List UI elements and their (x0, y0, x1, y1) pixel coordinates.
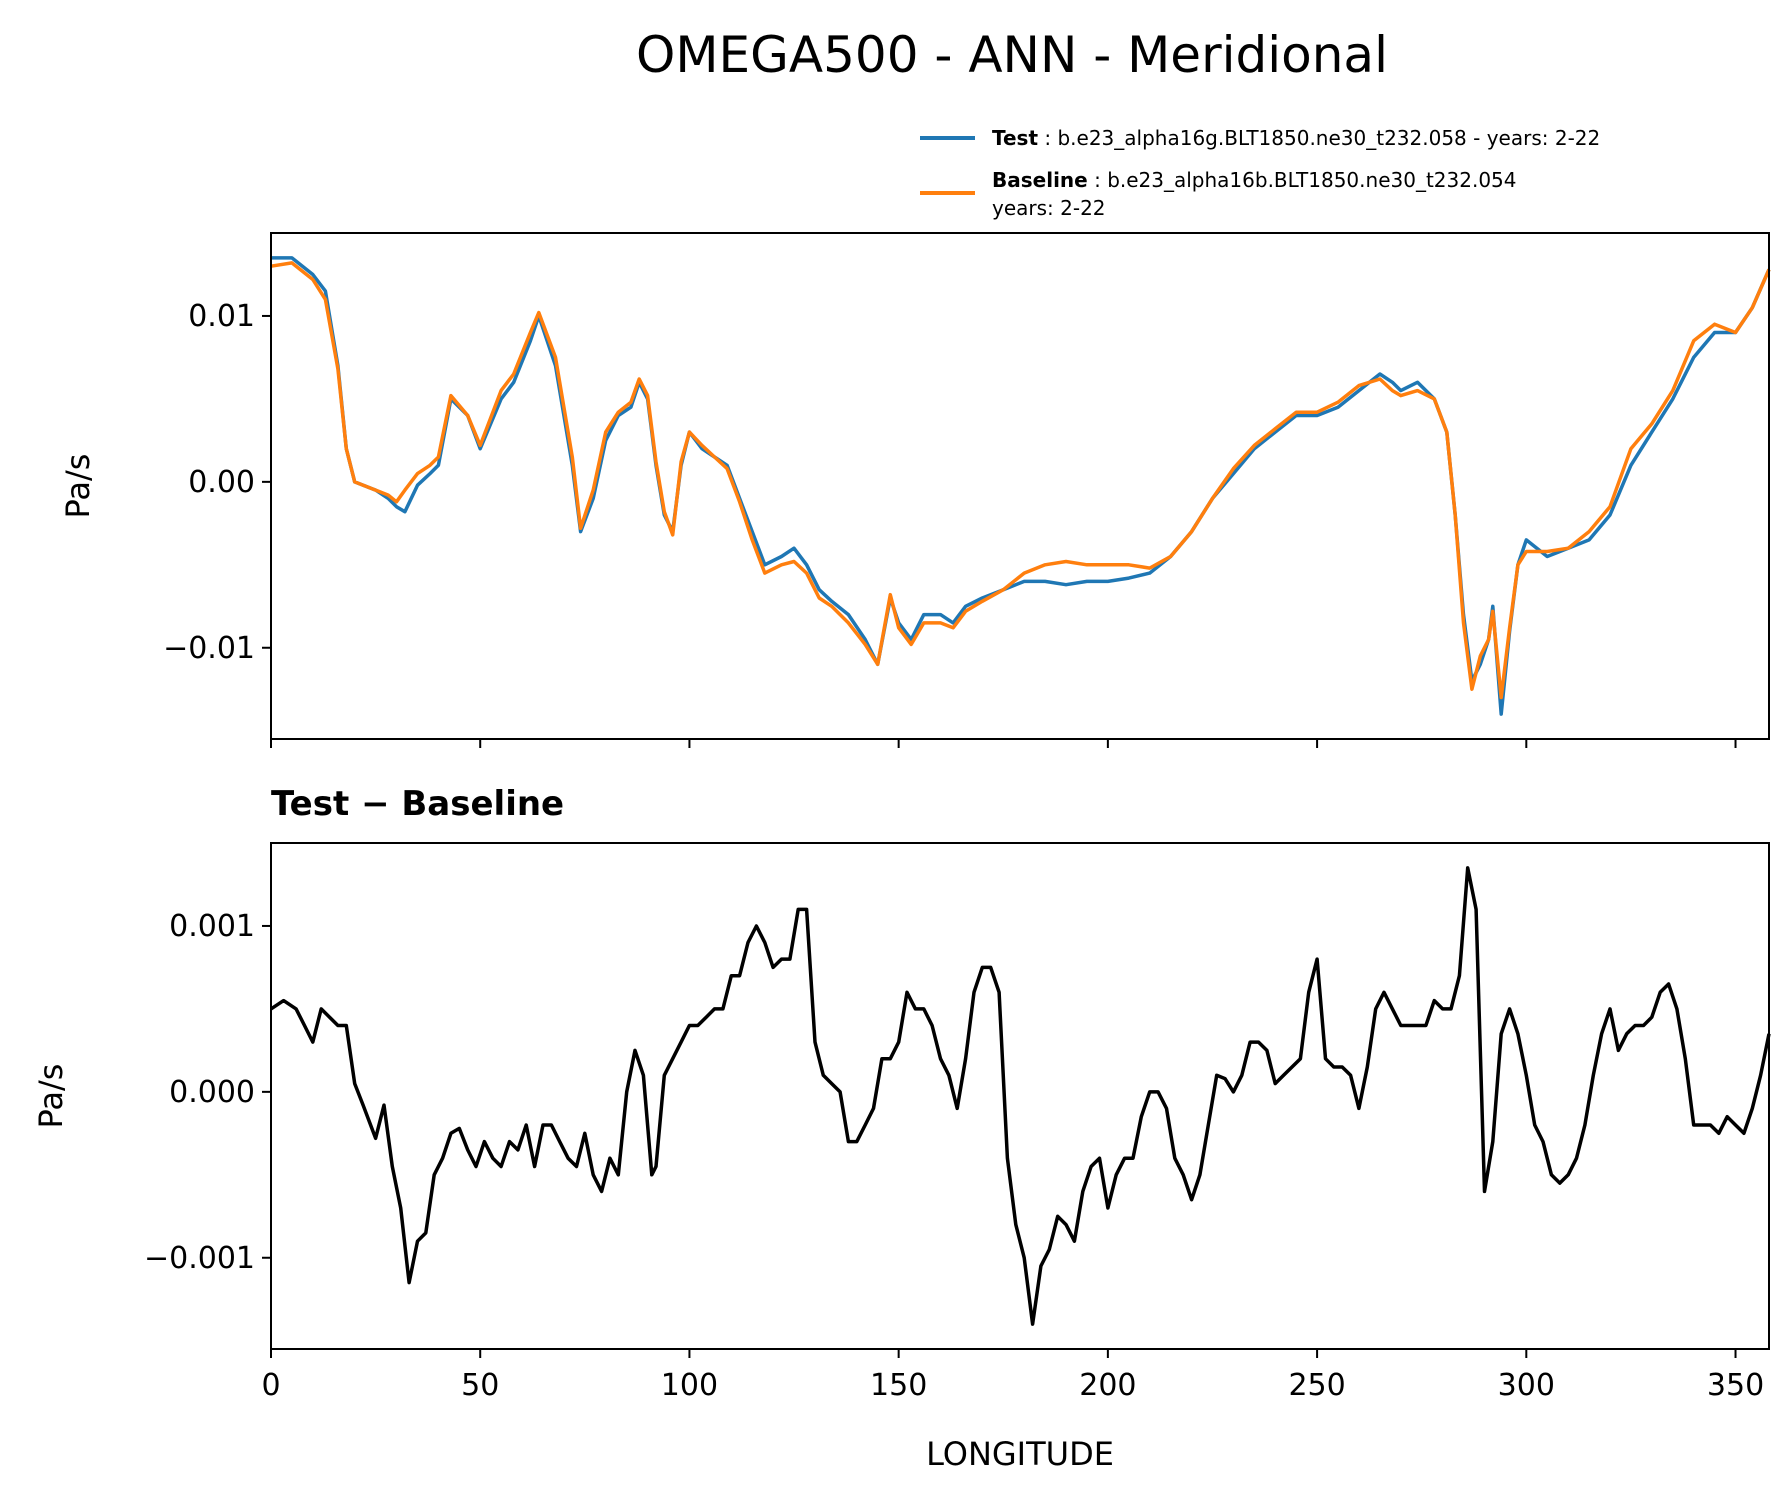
x-tick-label: 50 (461, 1368, 499, 1403)
legend-test-desc: : b.e23_alpha16g.BLT1850.ne30_t232.058 -… (1038, 126, 1600, 150)
legend-baseline-entry: Baseline : b.e23_alpha16b.BLT1850.ne30_t… (992, 168, 1517, 192)
top-y-tick-label: 0.01 (188, 299, 255, 334)
legend-baseline-desc: : b.e23_alpha16b.BLT1850.ne30_t232.054 (1088, 168, 1517, 192)
bottom-y-axis-label: Pa/s (32, 1064, 70, 1129)
x-tick-label: 100 (661, 1368, 718, 1403)
bottom-x-ticks: 0 50 100 150 200 250 300 350 (261, 1349, 1764, 1403)
bottom-series-line-difference (270, 866, 1771, 1326)
x-axis-label: LONGITUDE (926, 1435, 1114, 1473)
top-series-line-test (271, 256, 1771, 716)
top-series-line-baseline (270, 261, 1771, 700)
bottom-panel: Test − Baseline −0.001 0.000 0.001 0 50 100 1… (32, 784, 1771, 1473)
top-axes-frame (270, 232, 1770, 740)
top-y-tick-label: −0.01 (163, 631, 255, 666)
bottom-series-lines (270, 866, 1771, 1326)
x-tick-label: 200 (1079, 1368, 1136, 1403)
legend-baseline-years: years: 2-22 (992, 196, 1106, 220)
legend: Test : b.e23_alpha16g.BLT1850.ne30_t232.… (920, 126, 1600, 220)
x-tick-label: 250 (1288, 1368, 1345, 1403)
top-x-ticks (270, 739, 1737, 748)
legend-test-name: Test (992, 126, 1038, 150)
chart-title: OMEGA500 - ANN - Meridional (636, 26, 1388, 84)
bottom-y-tick-label: −0.001 (144, 1241, 255, 1276)
x-tick-label: 300 (1498, 1368, 1555, 1403)
x-tick-label: 0 (261, 1368, 280, 1403)
bottom-panel-subtitle: Test − Baseline (271, 784, 564, 824)
bottom-y-ticks: −0.001 0.000 0.001 (144, 909, 271, 1276)
bottom-y-tick-label: 0.000 (169, 1075, 255, 1110)
top-y-tick-label: 0.00 (188, 465, 255, 500)
top-series-lines (270, 256, 1771, 716)
top-y-axis-label: Pa/s (59, 454, 97, 519)
top-panel: −0.01 0.00 0.01 Pa/s (59, 232, 1771, 748)
bottom-axes-frame (270, 842, 1770, 1350)
legend-test-entry: Test : b.e23_alpha16g.BLT1850.ne30_t232.… (992, 126, 1600, 150)
top-y-ticks: −0.01 0.00 0.01 (163, 299, 271, 666)
x-tick-label: 350 (1707, 1368, 1764, 1403)
x-tick-label: 150 (870, 1368, 927, 1403)
bottom-y-tick-label: 0.001 (169, 909, 255, 944)
legend-baseline-name: Baseline (992, 168, 1088, 192)
